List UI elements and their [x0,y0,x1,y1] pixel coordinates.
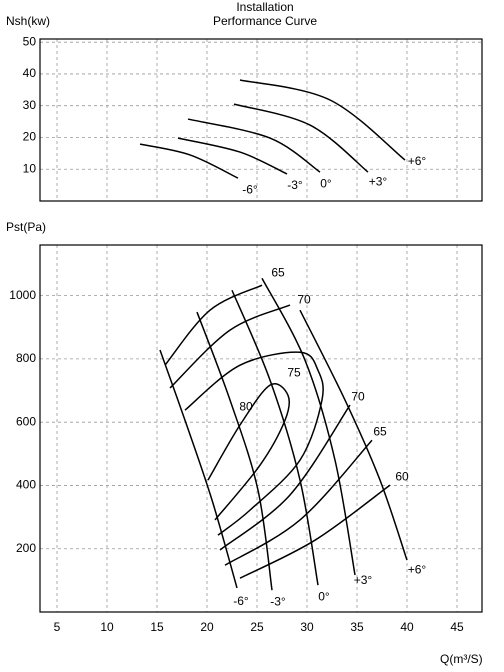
curve [187,118,321,173]
y-tick-label: 200 [16,541,36,555]
x-tick-label: 20 [200,620,214,634]
curve [239,79,406,161]
curve [159,349,238,589]
x-tick-label: 30 [300,620,314,634]
curve-label: -3° [287,178,303,192]
curve-label: 65 [373,424,387,438]
x-tick-label: 40 [400,620,414,634]
y-tick-label: 10 [23,161,37,175]
y-tick-label: 600 [16,414,36,428]
curve-label: -3° [270,594,286,608]
curve-label: 0° [318,589,330,603]
curve-label: +6° [408,562,427,576]
curve [196,311,273,591]
curve [299,309,408,561]
x-tick-label: 15 [150,620,164,634]
curve [184,351,324,536]
curve-label: -6° [242,182,258,196]
curve [231,289,319,586]
curve-label: 80 [239,399,253,413]
y-tick-label: 50 [23,34,37,48]
x-tick-label: 5 [54,620,61,634]
y-tick-label: 1000 [9,288,36,302]
plot-frame [39,244,483,613]
x-tick-label: 45 [450,620,464,634]
curve [207,383,291,521]
chart-subtitle: Performance Curve [213,14,317,28]
curve [239,484,391,579]
curve-label: +3° [354,573,373,587]
curve-label: 0° [320,176,332,190]
x-tick-label: 10 [100,620,114,634]
curve-label: 75 [287,365,301,379]
curve [169,304,291,389]
curve-label: +3° [369,174,388,188]
curve [224,439,373,566]
curve [177,137,288,175]
plot-frame [39,38,483,202]
y-tick-label: 30 [23,98,37,112]
chart-title: Installation [236,0,293,14]
x-tick-label: 35 [350,620,364,634]
curve-label: 65 [271,265,285,279]
curve [261,277,356,576]
y-tick-label: 20 [23,130,37,144]
curve-label: +6° [408,154,427,168]
x-tick-label: 25 [250,620,264,634]
y-tick-label: 400 [16,478,36,492]
curve [219,404,351,551]
curve-label: 70 [351,389,365,403]
y-tick-label: 800 [16,351,36,365]
curve-label: 70 [297,292,311,306]
y-tick-label: 40 [23,66,37,80]
curve [139,143,239,179]
curve [164,284,263,366]
curve-label: 60 [395,469,409,483]
curve-label: -6° [233,594,249,608]
y-axis-label: Nsh(kw) [6,14,50,28]
curve [233,103,369,173]
y-axis-label: Pst(Pa) [6,220,46,234]
x-axis-label: Q(m³/S) [440,652,483,666]
